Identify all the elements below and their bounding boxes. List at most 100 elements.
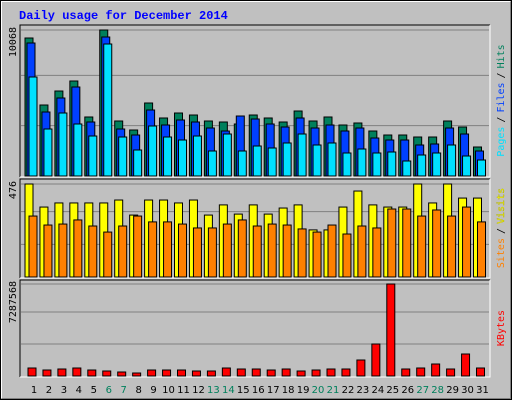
legend-entry: Pages (496, 127, 507, 157)
x-tick-label: 27 (416, 385, 429, 396)
x-tick-label: 29 (446, 385, 459, 396)
x-tick-label: 17 (267, 385, 280, 396)
bar (28, 215, 38, 278)
bar (222, 133, 232, 177)
bar (207, 227, 217, 278)
bar (402, 160, 412, 177)
bar (417, 215, 427, 278)
bar (431, 363, 441, 377)
bar (417, 154, 427, 177)
bar (102, 370, 112, 377)
bar (221, 367, 231, 377)
bar (326, 368, 336, 377)
bar (327, 142, 337, 177)
y-tick-label: 10068 (8, 27, 19, 57)
legend: KBytes (496, 310, 507, 346)
chart-title: Daily usage for December 2014 (19, 9, 228, 23)
bar (357, 225, 367, 278)
bar (372, 227, 382, 278)
bar (462, 206, 472, 278)
bar (447, 144, 457, 177)
bar (267, 223, 277, 278)
bar (416, 367, 426, 377)
bar (342, 233, 352, 278)
bar (57, 368, 67, 377)
bar (42, 369, 52, 377)
bar (73, 219, 83, 278)
x-tick-label: 16 (252, 385, 265, 396)
bar (118, 136, 128, 177)
panel-bevel (20, 179, 491, 279)
x-tick-label: 23 (357, 385, 370, 396)
y-tick-label: 476 (8, 181, 19, 199)
bar (133, 149, 143, 177)
bar (163, 221, 173, 278)
bar (402, 208, 412, 278)
bar (477, 221, 486, 278)
legend-separator: / (496, 72, 507, 78)
x-tick-label: 20 (312, 385, 325, 396)
legend-entry: Hits (496, 44, 507, 68)
x-tick-label: 18 (282, 385, 295, 396)
bar (357, 148, 367, 177)
legend-entry: Visits (496, 188, 507, 224)
bar (237, 219, 247, 278)
x-tick-label: 21 (327, 385, 340, 396)
bar (297, 228, 307, 278)
bar (237, 150, 247, 177)
bar (133, 215, 143, 278)
legend: Pages / Files / Hits (496, 44, 507, 156)
x-tick-label: 3 (61, 385, 67, 396)
bar (162, 369, 172, 377)
bar (148, 221, 158, 278)
bar (88, 135, 98, 177)
bar (192, 227, 202, 278)
bar (282, 142, 292, 177)
x-tick-label: 6 (106, 385, 112, 396)
bar (327, 224, 337, 278)
panel-bevel (19, 279, 490, 377)
bar (43, 224, 53, 278)
bar (28, 76, 38, 177)
bar (178, 223, 187, 278)
bar (236, 368, 246, 377)
bar (446, 368, 456, 377)
x-tick-label: 4 (76, 385, 82, 396)
bar (386, 283, 396, 377)
x-tick-label: 24 (371, 385, 384, 396)
x-tick-label: 10 (162, 385, 175, 396)
bar (432, 209, 442, 278)
x-tick-label: 25 (386, 385, 399, 396)
bar (58, 112, 68, 177)
bar (266, 369, 276, 377)
x-tick-label: 15 (237, 385, 250, 396)
bar (43, 128, 53, 177)
bar (312, 144, 322, 177)
x-tick-label: 14 (222, 385, 235, 396)
bar (118, 225, 128, 278)
bar (177, 369, 186, 377)
x-tick-label: 7 (121, 385, 127, 396)
panel-bevel (19, 24, 490, 177)
bar (73, 123, 83, 177)
bar (132, 372, 142, 377)
bar (461, 353, 471, 377)
bar (282, 224, 292, 278)
y-tick-label: 7287568 (8, 281, 19, 323)
legend-entry: Sites (496, 238, 507, 268)
bar (476, 367, 485, 377)
bar (117, 371, 127, 377)
legend: Sites / Visits (496, 188, 507, 268)
bar (372, 152, 382, 177)
bar (432, 152, 442, 177)
bar (356, 359, 366, 377)
bar (87, 369, 97, 377)
bar (222, 223, 232, 278)
x-tick-label: 12 (192, 385, 205, 396)
bar (462, 155, 472, 177)
bar (342, 152, 352, 177)
bar (72, 367, 82, 377)
